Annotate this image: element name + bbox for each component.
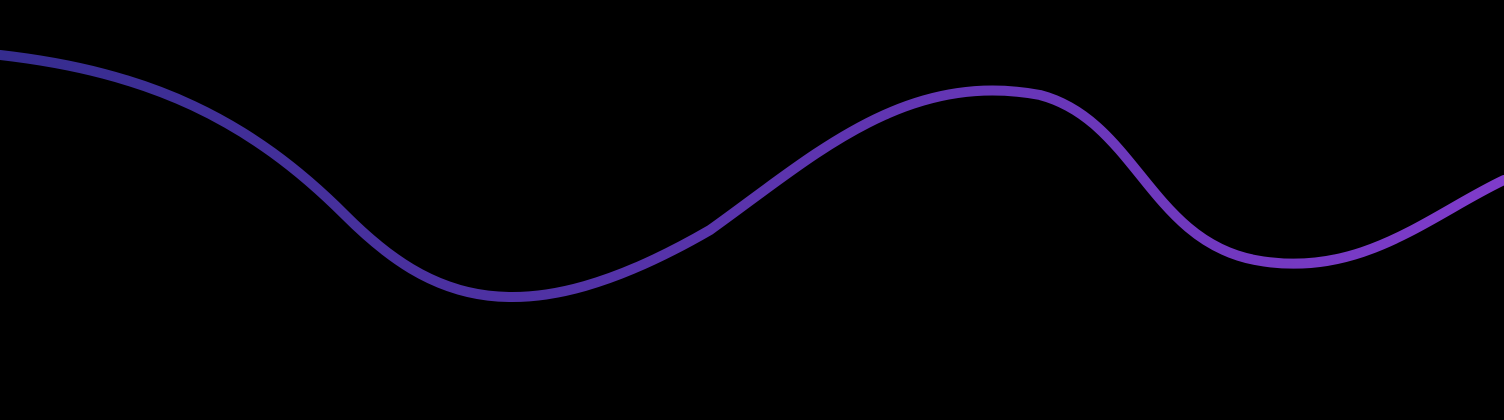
wave-line [0, 50, 1504, 303]
